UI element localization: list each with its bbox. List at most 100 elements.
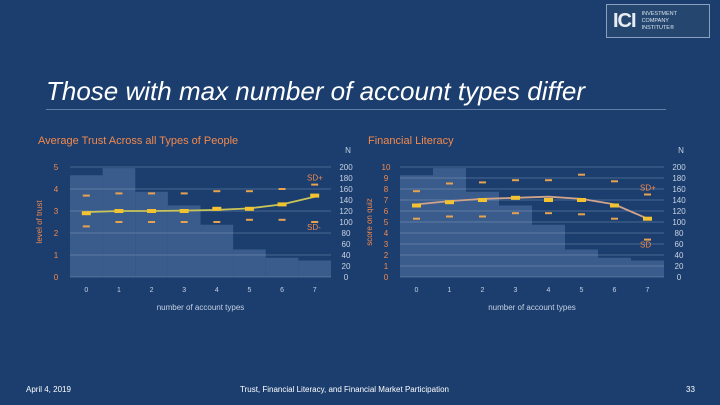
- mean-marker: [511, 195, 520, 200]
- sd-marker: [578, 213, 585, 216]
- y2-tick-label: 140: [672, 196, 686, 205]
- bar: [200, 224, 234, 277]
- x-tick-label: 7: [646, 287, 650, 294]
- logo-text: INVESTMENT COMPANY INSTITUTE®: [642, 11, 677, 32]
- logo-line: INVESTMENT: [641, 10, 678, 17]
- mean-marker: [81, 211, 91, 216]
- y-tick-label: 0: [384, 273, 389, 282]
- y2-tick-label: 80: [675, 229, 684, 238]
- sd-marker: [148, 192, 156, 195]
- y2-tick-label: 180: [672, 174, 686, 183]
- y2-tick-label: 20: [342, 262, 351, 271]
- mean-marker: [643, 216, 652, 221]
- annotation-sd-minus: SD: [640, 241, 651, 250]
- chart-title: Financial Literacy: [368, 135, 454, 147]
- mean-marker: [412, 203, 421, 208]
- x-tick-label: 7: [313, 287, 317, 294]
- ici-logo: ICI INVESTMENT COMPANY INSTITUTE®: [606, 4, 710, 38]
- y2-tick-label: 60: [342, 240, 351, 249]
- y2-tick-label: 160: [672, 185, 686, 194]
- bar: [400, 175, 433, 277]
- y-tick-label: 4: [384, 229, 389, 238]
- mean-marker: [478, 198, 487, 202]
- footer-title: Trust, Financial Literacy, and Financial…: [240, 385, 449, 394]
- x-axis-label: number of account types: [488, 303, 576, 312]
- bar: [499, 205, 532, 277]
- y-tick-label: 4: [54, 185, 59, 194]
- logo-line: INSTITUTE®: [641, 24, 675, 31]
- y2-tick-label: 0: [677, 273, 682, 282]
- sd-marker: [644, 238, 651, 241]
- y-tick-label: 5: [54, 163, 59, 172]
- sd-marker: [479, 181, 486, 184]
- sd-marker: [115, 192, 123, 195]
- sd-marker: [644, 193, 651, 196]
- x-tick-label: 4: [215, 287, 219, 294]
- bar: [167, 205, 201, 277]
- sd-marker: [311, 183, 319, 186]
- bar: [598, 257, 631, 277]
- y-tick-label: 0: [54, 273, 59, 282]
- x-tick-label: 6: [280, 287, 284, 294]
- sd-marker: [245, 218, 253, 221]
- footer-date: April 4, 2019: [26, 385, 71, 394]
- y2-axis-label: N: [345, 146, 351, 155]
- y-tick-label: 3: [54, 207, 59, 216]
- mean-marker: [277, 202, 287, 207]
- y2-tick-label: 80: [342, 229, 351, 238]
- y2-tick-label: 40: [675, 251, 684, 260]
- trendline: [86, 195, 315, 213]
- sd-marker: [115, 221, 123, 223]
- sd-marker: [611, 180, 618, 183]
- y-axis-label: level of trust: [35, 200, 44, 244]
- mean-marker: [244, 206, 254, 211]
- sd-marker: [611, 217, 618, 220]
- x-tick-label: 0: [84, 287, 88, 294]
- sd-marker: [545, 212, 552, 215]
- y2-tick-label: 60: [675, 240, 684, 249]
- sd-marker: [446, 215, 453, 218]
- logo-line: COMPANY: [641, 17, 669, 24]
- sd-marker: [578, 173, 585, 176]
- y2-axis-label: N: [678, 146, 684, 155]
- sd-marker: [148, 221, 156, 223]
- x-tick-label: 5: [580, 287, 584, 294]
- sd-marker: [311, 221, 319, 223]
- y-tick-label: 7: [384, 196, 389, 205]
- mean-marker: [445, 200, 454, 205]
- sd-marker: [213, 221, 221, 223]
- y2-tick-label: 100: [672, 218, 686, 227]
- y-tick-label: 1: [54, 251, 59, 260]
- trendline: [416, 195, 648, 220]
- sd-marker: [545, 179, 552, 182]
- page-number: 33: [686, 385, 695, 394]
- x-tick-label: 2: [481, 287, 485, 294]
- mean-marker: [310, 193, 320, 198]
- y-tick-label: 10: [382, 163, 391, 172]
- mean-marker: [544, 198, 553, 202]
- bar: [265, 257, 299, 277]
- y-tick-label: 6: [384, 207, 389, 216]
- x-tick-label: 5: [247, 287, 251, 294]
- y2-tick-label: 100: [339, 218, 353, 227]
- x-tick-label: 2: [150, 287, 154, 294]
- bar: [298, 260, 331, 277]
- x-tick-label: 1: [117, 287, 121, 294]
- annotation-sd-plus: SD+: [307, 174, 323, 183]
- y2-tick-label: 40: [342, 251, 351, 260]
- logo-mark: ICI: [613, 9, 637, 32]
- bar: [631, 260, 664, 277]
- y-tick-label: 2: [384, 251, 389, 260]
- x-tick-label: 0: [415, 287, 419, 294]
- x-tick-label: 6: [613, 287, 617, 294]
- mean-marker: [114, 209, 124, 213]
- bar: [135, 191, 168, 277]
- bar: [433, 168, 466, 277]
- annotation-sd-plus: SD+: [640, 184, 656, 193]
- y2-tick-label: 120: [339, 207, 353, 216]
- sd-marker: [213, 190, 221, 193]
- annotation-sd-minus: SD-: [307, 223, 321, 232]
- y-tick-label: 8: [384, 185, 389, 194]
- y-tick-label: 3: [384, 240, 389, 249]
